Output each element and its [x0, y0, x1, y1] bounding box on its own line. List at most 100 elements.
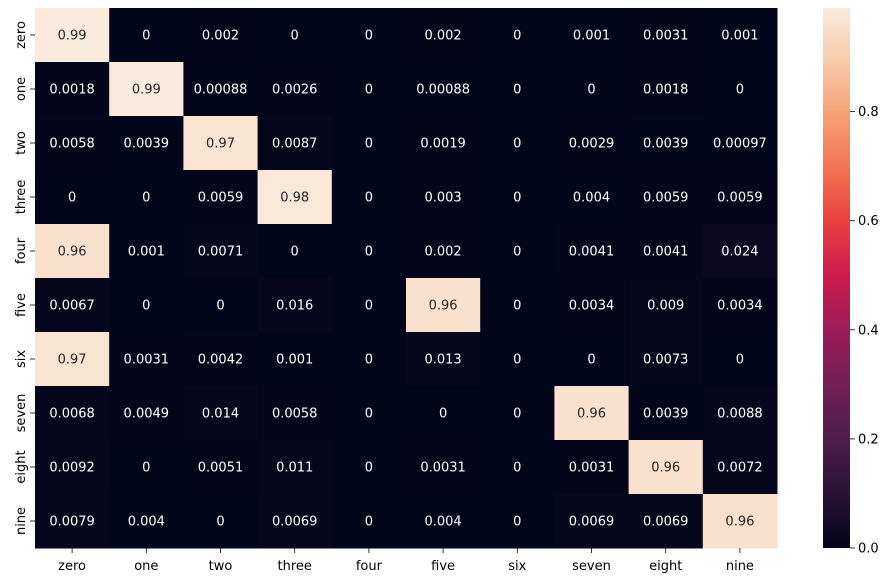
cell-value-label: 0.97	[206, 137, 235, 152]
heatmap-cell	[554, 386, 630, 441]
cell-value-label: 0.0039	[643, 137, 689, 152]
heatmap-cell	[554, 224, 630, 279]
heatmap-cell	[406, 278, 481, 333]
y-tick-label: two	[14, 131, 29, 155]
heatmap-cell	[35, 224, 110, 279]
cell-value-label: 0.0034	[569, 299, 615, 314]
y-tick-label: three	[14, 180, 29, 214]
heatmap-cell	[257, 116, 333, 171]
cell-value-label: 0.004	[424, 515, 461, 530]
cell-value-label: 0.0092	[49, 461, 95, 476]
cell-value-label: 0.0041	[569, 245, 615, 260]
heatmap-cell	[257, 386, 333, 441]
cell-value-label: 0	[513, 137, 521, 152]
cell-value-label: 0.004	[128, 515, 165, 530]
x-tick-label: two	[209, 559, 233, 574]
heatmap-cell	[331, 440, 407, 495]
cell-value-label: 0.0058	[272, 407, 318, 422]
heatmap-cell	[109, 440, 184, 495]
heatmap-cell	[628, 278, 704, 333]
heatmap-cell	[628, 224, 704, 279]
heatmap-cell	[702, 170, 778, 225]
cell-value-label: 0	[513, 191, 521, 206]
cell-value-label: 0.00088	[416, 83, 470, 98]
cell-value-label: 0.001	[276, 353, 313, 368]
heatmap-cell	[480, 224, 555, 279]
y-tick-label: nine	[14, 507, 29, 535]
heatmap-cell	[406, 332, 481, 387]
heatmap-cell	[480, 8, 555, 63]
cell-value-label: 0.0039	[643, 407, 689, 422]
cell-value-label: 0	[365, 137, 373, 152]
heatmap-cell	[183, 8, 259, 63]
heatmap-cell	[628, 62, 704, 117]
cell-value-label: 0.0072	[717, 461, 763, 476]
cell-value-label: 0.001	[573, 29, 610, 44]
cell-value-label: 0	[736, 353, 744, 368]
cell-value-label: 0	[142, 461, 150, 476]
cell-value-label: 0	[216, 299, 224, 314]
colorbar: 0.0 0.2 0.4 0.6 0.8	[823, 8, 879, 557]
cell-value-label: 0	[439, 407, 447, 422]
cell-value-label: 0.0088	[717, 407, 763, 422]
heatmap-cell	[554, 494, 630, 549]
heatmap-cell	[628, 332, 704, 387]
cell-value-label: 0.96	[577, 407, 606, 422]
heatmap-cell	[331, 116, 407, 171]
heatmap-cell	[406, 440, 481, 495]
cell-value-label: 0	[365, 299, 373, 314]
cell-value-label: 0	[513, 29, 521, 44]
cell-value-label: 0.0026	[272, 83, 318, 98]
cell-value-label: 0.0069	[643, 515, 689, 530]
heatmap-cell	[331, 278, 407, 333]
cell-value-label: 0	[587, 83, 595, 98]
heatmap-cell	[628, 8, 704, 63]
heatmap-cell	[702, 386, 778, 441]
heatmap-cell	[35, 170, 110, 225]
cell-value-label: 0.0051	[198, 461, 244, 476]
heatmap-cell	[554, 116, 630, 171]
y-tick-label: four	[14, 237, 29, 264]
cell-value-label: 0.011	[276, 461, 313, 476]
cell-value-label: 0	[365, 515, 373, 530]
cell-value-label: 0	[142, 29, 150, 44]
heatmap-cell	[257, 170, 333, 225]
cell-value-label: 0.0018	[643, 83, 689, 98]
cell-value-label: 0.0049	[124, 407, 170, 422]
cell-value-label: 0.0029	[569, 137, 615, 152]
cell-value-label: 0.009	[647, 299, 684, 314]
heatmap-cell	[480, 494, 555, 549]
heatmap-cell	[257, 278, 333, 333]
cell-value-label: 0.001	[128, 245, 165, 260]
cell-value-label: 0.0031	[569, 461, 615, 476]
cell-value-label: 0.002	[424, 29, 461, 44]
cell-value-label: 0	[291, 245, 299, 260]
x-tick-label: three	[277, 559, 311, 574]
heatmap-cell	[183, 278, 259, 333]
heatmap-cell	[480, 62, 555, 117]
cell-value-label: 0.0071	[198, 245, 244, 260]
heatmap-cell	[554, 332, 630, 387]
cell-value-label: 0	[513, 461, 521, 476]
cell-value-label: 0	[142, 299, 150, 314]
x-tick-label: six	[508, 559, 526, 574]
x-tick-label: seven	[572, 559, 611, 574]
heatmap-cell	[183, 386, 259, 441]
cell-value-label: 0.002	[202, 29, 239, 44]
cell-value-label: 0	[587, 353, 595, 368]
heatmap-cell	[331, 8, 407, 63]
cell-value-label: 0.014	[202, 407, 239, 422]
heatmap-cell	[406, 62, 481, 117]
cell-value-label: 0.0068	[49, 407, 95, 422]
cell-value-label: 0	[365, 245, 373, 260]
heatmap-cell	[406, 224, 481, 279]
x-tick-label: one	[134, 559, 158, 574]
cell-value-label: 0.98	[280, 191, 309, 206]
heatmap-cell	[702, 440, 778, 495]
heatmap-cell	[109, 278, 184, 333]
heatmap-cell	[628, 440, 704, 495]
cell-value-label: 0.0019	[420, 137, 466, 152]
heatmap-cell	[628, 494, 704, 549]
